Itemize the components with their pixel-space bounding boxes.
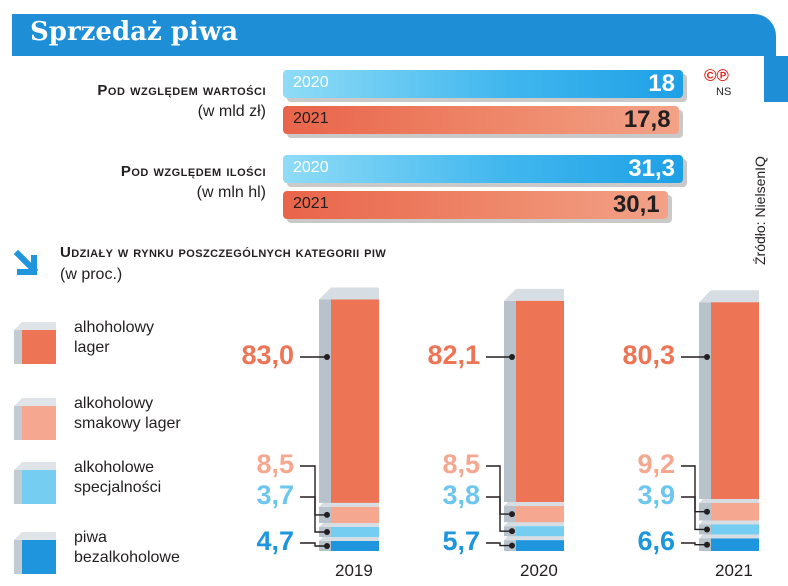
shares-unit: (w proc.) <box>60 266 123 283</box>
bar-segment-alhoholowy-lager-2021 <box>711 302 759 499</box>
bar-side-face <box>319 299 331 503</box>
leader-line <box>300 542 327 547</box>
value-section-title: Pod względem wartości <box>97 82 266 99</box>
value-section-unit: (w mld zł) <box>197 103 266 120</box>
leader-dot <box>324 511 330 518</box>
bar-segment-alkoholowe-specjalności-2019 <box>331 527 379 537</box>
stack-value-label: 5,7 <box>442 526 480 556</box>
leader-dot <box>704 508 710 515</box>
bar-side-face <box>699 302 711 499</box>
bar-segment-alkoholowy-smakowy-lager-2021 <box>711 502 759 521</box>
stack-value-label: 80,3 <box>622 340 675 370</box>
ns-badge: NS <box>716 86 732 98</box>
leader-line <box>681 465 707 513</box>
leader-dot <box>324 529 330 535</box>
bar-segment-piwa-bezalkoholowe-2020 <box>516 540 564 551</box>
leader-line <box>300 465 327 516</box>
stack-value-label: 6,6 <box>637 526 675 556</box>
bar-value-label: 31,3 <box>628 155 675 182</box>
leader-line <box>486 465 512 515</box>
bar-year-label: 2020 <box>293 74 329 91</box>
legend-label: alkoholowe specjalności <box>74 459 162 496</box>
legend-label: alhoholowy lager <box>74 319 155 356</box>
leader-dot <box>509 354 515 360</box>
page-title: Sprzedaż piwa <box>30 17 239 47</box>
leader-dot <box>509 542 515 549</box>
volume_section-bar-2021: 2021 30,1 <box>283 191 668 219</box>
value_section-bar-2021: 2021 17,8 <box>283 106 679 134</box>
bar-value-label: 30,1 <box>612 191 660 218</box>
bar-top-face <box>319 287 379 300</box>
volume_section-bar-2020: 2020 31,3 <box>283 155 683 183</box>
bar-segment-piwa-bezalkoholowe-2019 <box>331 541 379 551</box>
leader-dot <box>704 541 710 548</box>
leader-dot <box>324 543 330 549</box>
stack-value-label: 83,0 <box>241 340 294 370</box>
legend-swatch <box>14 532 56 574</box>
value_section-bar-2020: 2020 18 <box>283 70 683 98</box>
arrow-down-right-icon <box>14 250 39 275</box>
stack-value-label: 8,5 <box>256 449 294 479</box>
bar-top-face <box>504 288 564 301</box>
legend-swatch <box>14 322 56 364</box>
leader-line <box>300 496 327 533</box>
stack-value-label: 3,7 <box>256 480 294 510</box>
bar-value-label: 18 <box>648 70 675 97</box>
bar-value-label: 17,8 <box>623 106 671 133</box>
stack-value-label: 3,8 <box>442 480 480 510</box>
stack-value-label: 4,7 <box>256 526 294 556</box>
bar-segment-piwa-bezalkoholowe-2021 <box>711 538 759 551</box>
leader-dot <box>704 526 710 533</box>
header-side-strip <box>764 56 788 102</box>
legend-label: alkoholowy smakowy lager <box>74 395 181 432</box>
shares-title: Udziały w rynku poszczególnych kategorii… <box>60 244 387 261</box>
leader-line <box>681 542 707 546</box>
bar-side-face <box>504 300 516 503</box>
leader-line <box>486 542 512 547</box>
bar-segment-alhoholowy-lager-2019 <box>331 299 379 503</box>
header-bar <box>12 14 776 56</box>
stack-value-label: 3,9 <box>637 480 675 510</box>
bar-segment-alkoholowy-smakowy-lager-2020 <box>516 506 564 523</box>
leader-dot <box>324 354 330 360</box>
bar-segment-alhoholowy-lager-2020 <box>516 300 564 503</box>
legend-swatch <box>14 398 56 440</box>
bar-segment-alkoholowy-smakowy-lager-2019 <box>331 506 379 523</box>
leader-dot <box>509 511 515 518</box>
bar-year-label: 2020 <box>293 159 329 176</box>
leader-dot <box>509 528 515 535</box>
leader-dot <box>704 354 710 360</box>
bar-year-label: 2021 <box>293 110 329 127</box>
legend-swatch <box>14 462 56 504</box>
stack-value-label: 9,2 <box>637 449 675 479</box>
category-label: 2021 <box>715 561 753 580</box>
volume-section-title: Pod względem ilości <box>120 163 266 180</box>
leader-line <box>681 496 707 531</box>
legend-label: piwa bezalkoholowe <box>74 529 180 566</box>
bar-segment-alkoholowe-specjalności-2020 <box>516 526 564 537</box>
stack-value-label: 8,5 <box>442 449 480 479</box>
bar-segment-alkoholowe-specjalności-2021 <box>711 524 759 535</box>
bar-year-label: 2021 <box>293 195 329 212</box>
volume-section-unit: (w mln hl) <box>196 184 266 201</box>
copyright-icon: ©℗ <box>704 66 730 85</box>
leader-line <box>486 496 512 532</box>
category-label: 2019 <box>335 561 373 580</box>
stack-value-label: 82,1 <box>427 340 480 370</box>
category-label: 2020 <box>520 561 558 580</box>
bar-top-face <box>699 290 759 303</box>
